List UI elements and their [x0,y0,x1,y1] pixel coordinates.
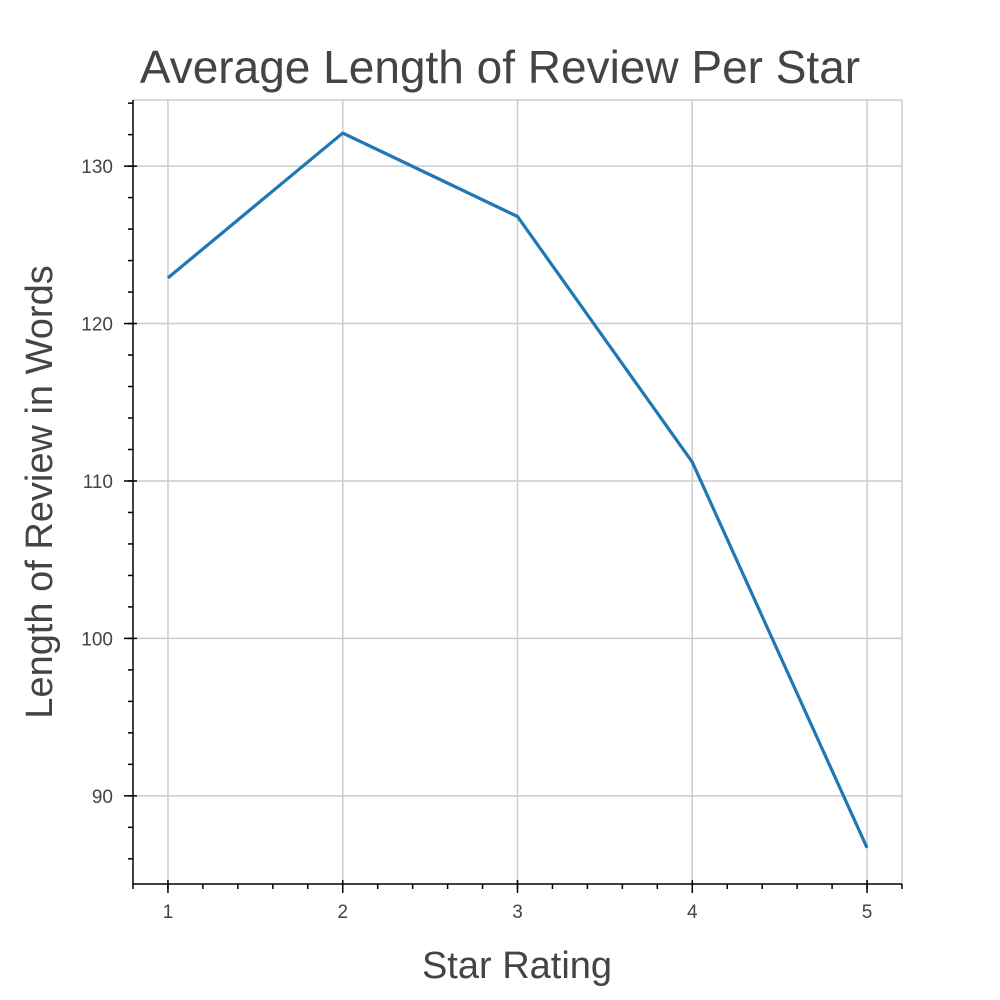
y-axis-label: Length of Review in Words [19,265,61,718]
y-tick-label: 130 [81,157,113,178]
x-tick-label: 1 [163,902,174,923]
x-tick-label: 4 [687,902,698,923]
x-tick-label: 2 [337,902,348,923]
y-tick-label: 90 [92,787,113,808]
grid-lines [133,99,903,884]
x-axis-label: Star Rating [422,945,612,987]
x-tick-label: 5 [862,902,873,923]
y-tick-label: 110 [83,472,113,493]
series-group [166,131,869,849]
y-tick-label: 100 [81,629,113,650]
x-tick-label: 3 [512,902,523,923]
chart-title: Average Length of Review Per Star [140,41,860,93]
tick-labels: 1 2 3 4 5 90 100 110 120 130 [81,157,872,923]
series-line [166,131,869,849]
tick-marks [124,165,868,893]
y-tick-label: 120 [81,315,113,336]
